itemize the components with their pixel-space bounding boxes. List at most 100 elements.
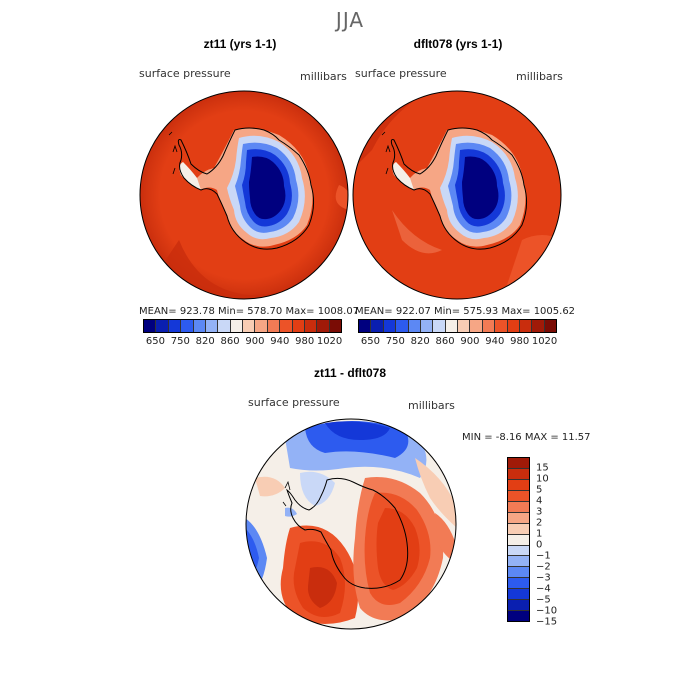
diff-colorbar	[507, 457, 530, 622]
colorbar-tick-label: 650	[360, 336, 380, 347]
colorbar-swatch	[317, 320, 330, 332]
colorbar-tick-label: 10	[536, 473, 549, 485]
colorbar-swatch	[508, 600, 529, 612]
colorbar-tick-label: −3	[536, 572, 551, 584]
colorbar-tick-label: 750	[385, 336, 405, 347]
left-units-label: millibars	[300, 70, 347, 83]
colorbar-swatch	[420, 320, 434, 332]
colorbar-swatch	[508, 545, 529, 557]
colorbar-tick-label: 1020	[316, 336, 343, 347]
right-polar-map	[352, 90, 562, 300]
colorbar-tick-label: 2	[536, 517, 543, 529]
colorbar-swatch	[508, 567, 529, 579]
colorbar-swatch	[433, 320, 446, 332]
colorbar-swatch	[383, 320, 397, 332]
colorbar-swatch	[193, 320, 206, 332]
colorbar-tick-label: 860	[220, 336, 240, 347]
colorbar-swatch	[544, 320, 556, 332]
colorbar-tick-label: 940	[270, 336, 290, 347]
colorbar-swatch	[243, 320, 256, 332]
colorbar-tick-label: 5	[536, 484, 543, 496]
colorbar-swatch	[470, 320, 483, 332]
right-panel-title: dflt078 (yrs 1-1)	[413, 37, 503, 51]
colorbar-swatch	[508, 479, 529, 491]
left-polar-map	[139, 90, 349, 300]
colorbar-tick-label: 3	[536, 506, 543, 518]
colorbar-swatch	[508, 523, 529, 535]
colorbar-tick-label: 860	[435, 336, 455, 347]
colorbar-swatch	[255, 320, 268, 332]
colorbar-swatch	[181, 320, 194, 332]
colorbar-swatch	[304, 320, 318, 332]
colorbar-swatch	[482, 320, 496, 332]
diff-colorbar-ticks: 15 10 5 4 3 2 1 0 −1 −2 −3 −4 −5 −10 −15	[536, 457, 576, 628]
colorbar-swatch	[280, 320, 293, 332]
diff-field-label: surface pressure	[248, 396, 340, 409]
colorbar-tick-label: −2	[536, 561, 551, 573]
colorbar-tick-label: −1	[536, 550, 551, 562]
colorbar-tick-label: 750	[170, 336, 190, 347]
diff-stats: MIN = -8.16 MAX = 11.57	[462, 432, 591, 443]
colorbar-tick-label: 820	[195, 336, 215, 347]
left-field-label: surface pressure	[139, 67, 231, 80]
colorbar-swatch	[396, 320, 409, 332]
colorbar-swatch	[495, 320, 508, 332]
colorbar-tick-label: 900	[460, 336, 480, 347]
diff-polar-map	[245, 418, 457, 630]
season-title: JJA	[335, 8, 365, 32]
colorbar-swatch	[144, 320, 157, 332]
colorbar-swatch	[508, 468, 529, 480]
colorbar-tick-label: 820	[410, 336, 430, 347]
colorbar-swatch	[329, 320, 341, 332]
colorbar-swatch	[532, 320, 545, 332]
colorbar-swatch	[508, 556, 529, 568]
left-panel-title: zt11 (yrs 1-1)	[203, 37, 277, 51]
colorbar-swatch	[371, 320, 384, 332]
colorbar-swatch	[230, 320, 243, 332]
colorbar-tick-label: −10	[536, 605, 558, 617]
left-colorbar-ticks: 650 750 820 860 900 940 980 1020	[143, 336, 342, 348]
colorbar-swatch	[292, 320, 305, 332]
colorbar-tick-label: −15	[536, 616, 558, 628]
colorbar-tick-label: 650	[145, 336, 165, 347]
colorbar-swatch	[168, 320, 182, 332]
colorbar-swatch	[156, 320, 169, 332]
colorbar-tick-label: 1	[536, 528, 543, 540]
colorbar-tick-label: 15	[536, 462, 549, 474]
colorbar-tick-label: 900	[245, 336, 265, 347]
colorbar-swatch	[508, 458, 529, 469]
colorbar-tick-label: 940	[485, 336, 505, 347]
colorbar-swatch	[508, 501, 529, 513]
colorbar-swatch	[508, 589, 529, 601]
right-field-label: surface pressure	[355, 67, 447, 80]
right-stats: MEAN= 922.07 Min= 575.93 Max= 1005.62	[355, 306, 576, 317]
colorbar-swatch	[267, 320, 281, 332]
colorbar-tick-label: 980	[510, 336, 530, 347]
colorbar-swatch	[508, 578, 529, 590]
colorbar-swatch	[519, 320, 533, 332]
left-colorbar	[143, 319, 342, 333]
colorbar-tick-label: 0	[536, 539, 543, 551]
left-stats: MEAN= 923.78 Min= 578.70 Max= 1008.07	[139, 306, 360, 317]
colorbar-swatch	[508, 611, 529, 622]
colorbar-tick-label: 4	[536, 495, 543, 507]
right-colorbar	[358, 319, 557, 333]
right-units-label: millibars	[516, 70, 563, 83]
colorbar-swatch	[508, 490, 529, 502]
colorbar-tick-label: −4	[536, 583, 551, 595]
diff-panel-title: zt11 - dflt078	[313, 366, 387, 380]
colorbar-swatch	[218, 320, 231, 332]
colorbar-tick-label: 1020	[531, 336, 558, 347]
diff-units-label: millibars	[408, 399, 455, 412]
colorbar-tick-label: −5	[536, 594, 551, 606]
right-colorbar-ticks: 650 750 820 860 900 940 980 1020	[358, 336, 557, 348]
colorbar-tick-label: 980	[295, 336, 315, 347]
colorbar-swatch	[408, 320, 421, 332]
colorbar-swatch	[445, 320, 458, 332]
colorbar-swatch	[508, 512, 529, 524]
colorbar-swatch	[507, 320, 520, 332]
colorbar-swatch	[458, 320, 471, 332]
colorbar-swatch	[508, 534, 529, 546]
colorbar-swatch	[205, 320, 219, 332]
colorbar-swatch	[359, 320, 372, 332]
